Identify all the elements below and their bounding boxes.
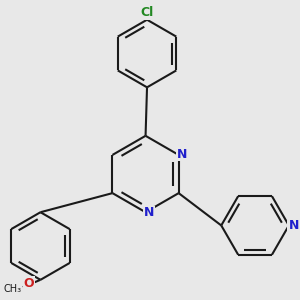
Text: N: N [289, 219, 299, 232]
Text: N: N [144, 206, 154, 219]
Text: N: N [177, 148, 188, 161]
Text: O: O [23, 277, 34, 290]
Text: CH₃: CH₃ [4, 284, 22, 294]
Text: Cl: Cl [140, 6, 154, 19]
